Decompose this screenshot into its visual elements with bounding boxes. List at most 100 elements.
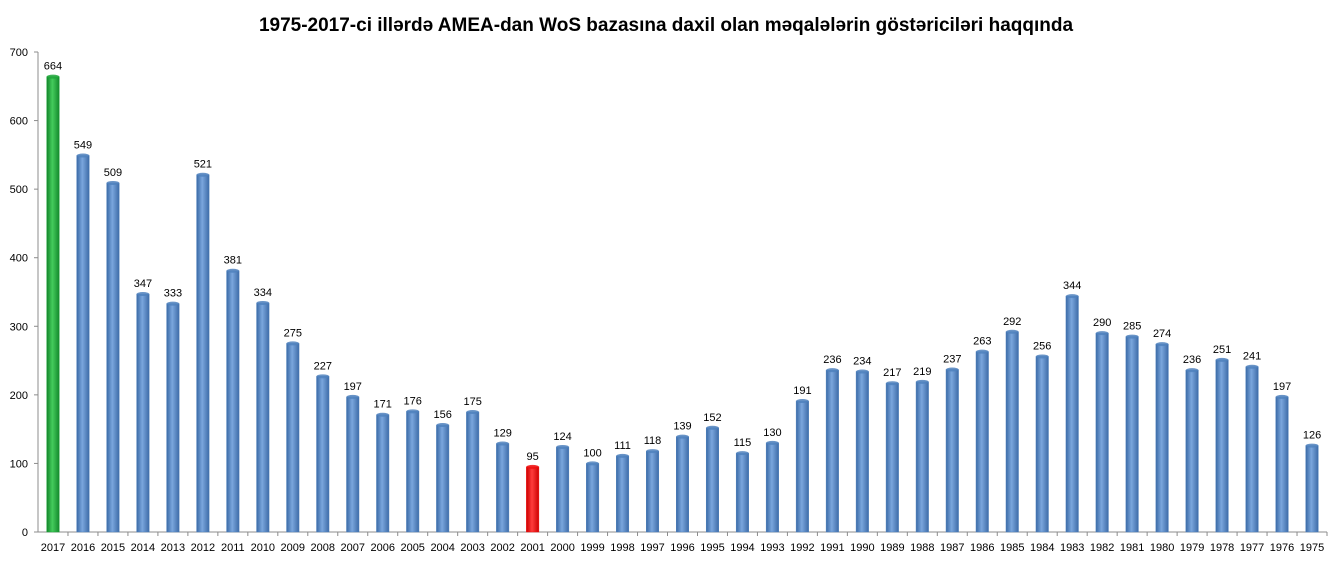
bar-2013 <box>166 303 180 533</box>
x-tick-label-1979: 1979 <box>1180 542 1204 554</box>
x-tick-label-1975: 1975 <box>1300 542 1324 554</box>
data-label-2001: 95 <box>526 451 538 463</box>
bar-cap-2011 <box>226 268 240 273</box>
x-tick-label-1994: 1994 <box>730 542 754 554</box>
x-tick-label-1988: 1988 <box>910 542 934 554</box>
bar-cap-1997 <box>646 449 659 454</box>
x-tick-label-2000: 2000 <box>550 542 574 554</box>
x-tick-label-1986: 1986 <box>970 542 994 554</box>
bar-cap-1990 <box>856 369 869 374</box>
bar-cap-2008 <box>316 374 330 379</box>
x-tick-label-2007: 2007 <box>341 542 365 554</box>
bar-cap-2002 <box>496 441 509 446</box>
bar-1982 <box>1095 332 1109 533</box>
bar-cap-2007 <box>346 394 360 399</box>
data-label-1992: 191 <box>793 385 811 397</box>
bar-cap-1999 <box>586 461 599 466</box>
x-tick-label-2017: 2017 <box>41 542 65 554</box>
x-tick-label-2011: 2011 <box>221 542 245 554</box>
bar-cap-2013 <box>166 301 180 306</box>
bar-1975 <box>1305 445 1319 533</box>
x-tick-label-2004: 2004 <box>430 542 454 554</box>
y-tick-label: 200 <box>10 390 28 402</box>
bar-1984 <box>1035 356 1049 533</box>
y-tick-label: 100 <box>10 458 28 470</box>
x-tick-label-1993: 1993 <box>760 542 784 554</box>
data-label-1989: 217 <box>883 367 901 379</box>
data-label-1997: 118 <box>644 435 662 447</box>
data-label-1984: 256 <box>1033 340 1051 352</box>
bar-cap-1996 <box>676 434 689 439</box>
bar-cap-1975 <box>1305 443 1319 448</box>
bar-1989 <box>885 382 899 533</box>
data-label-2014: 347 <box>134 278 152 290</box>
x-tick-label-1984: 1984 <box>1030 542 1054 554</box>
x-tick-label-2005: 2005 <box>400 542 424 554</box>
x-tick-label-1995: 1995 <box>700 542 724 554</box>
bar-1988 <box>915 381 929 533</box>
x-tick-label-2008: 2008 <box>311 542 335 554</box>
bar-cap-1986 <box>976 349 989 354</box>
bar-cap-1993 <box>766 440 779 445</box>
bar-cap-1979 <box>1185 368 1199 373</box>
x-tick-label-1998: 1998 <box>610 542 634 554</box>
bar-1981 <box>1125 336 1139 533</box>
data-label-1993: 130 <box>763 427 781 439</box>
bar-2016 <box>76 155 90 533</box>
data-label-1994: 115 <box>734 437 752 449</box>
bar-1987 <box>945 369 959 533</box>
y-tick-label: 700 <box>10 47 28 59</box>
bar-1996 <box>676 436 689 533</box>
bar-1976 <box>1275 396 1289 533</box>
bar-2000 <box>556 446 570 533</box>
bar-1977 <box>1245 366 1259 533</box>
bar-1978 <box>1215 359 1229 533</box>
bar-2011 <box>226 270 240 533</box>
x-tick-label-1982: 1982 <box>1090 542 1114 554</box>
bar-cap-2006 <box>376 412 389 417</box>
x-tick-label-1983: 1983 <box>1060 542 1084 554</box>
data-label-2012: 521 <box>194 159 212 171</box>
data-label-1995: 152 <box>703 412 721 424</box>
bar-2002 <box>496 443 510 533</box>
x-tick-label-1991: 1991 <box>820 542 844 554</box>
bar-cap-1978 <box>1215 357 1229 362</box>
y-tick-label: 300 <box>10 321 28 333</box>
data-label-2013: 333 <box>164 288 182 300</box>
bar-cap-2000 <box>556 444 569 449</box>
x-tick-label-2003: 2003 <box>460 542 484 554</box>
data-label-2015: 509 <box>104 167 122 179</box>
data-label-2008: 227 <box>314 360 332 372</box>
data-label-1991: 236 <box>823 354 841 366</box>
data-label-1985: 292 <box>1003 316 1021 328</box>
data-label-1986: 263 <box>973 336 991 348</box>
bar-cap-1988 <box>916 379 929 384</box>
bar-cap-2012 <box>196 172 210 177</box>
bar-cap-1980 <box>1155 342 1169 347</box>
bar-2005 <box>406 411 420 533</box>
bar-cap-1977 <box>1245 364 1259 369</box>
x-tick-label-2015: 2015 <box>101 542 125 554</box>
data-label-2011: 381 <box>224 255 242 267</box>
x-tick-label-1977: 1977 <box>1240 542 1264 554</box>
x-tick-label-1996: 1996 <box>670 542 694 554</box>
data-label-2002: 129 <box>493 428 511 440</box>
bar-1980 <box>1155 343 1169 533</box>
bar-2006 <box>376 414 390 533</box>
bar-2008 <box>316 376 330 533</box>
x-tick-label-1987: 1987 <box>940 542 964 554</box>
bar-cap-1984 <box>1035 354 1049 359</box>
x-tick-label-1997: 1997 <box>640 542 664 554</box>
data-label-1999: 100 <box>583 447 601 459</box>
bar-2009 <box>286 343 300 533</box>
bar-cap-1994 <box>736 451 749 456</box>
bar-2001 <box>526 466 540 533</box>
data-label-1983: 344 <box>1063 280 1081 292</box>
bar-cap-1989 <box>886 381 899 386</box>
bar-1998 <box>616 455 630 533</box>
data-label-2017: 664 <box>44 61 62 73</box>
bar-cap-2010 <box>256 300 270 305</box>
bar-cap-1981 <box>1125 334 1139 339</box>
data-label-1982: 290 <box>1093 317 1111 329</box>
